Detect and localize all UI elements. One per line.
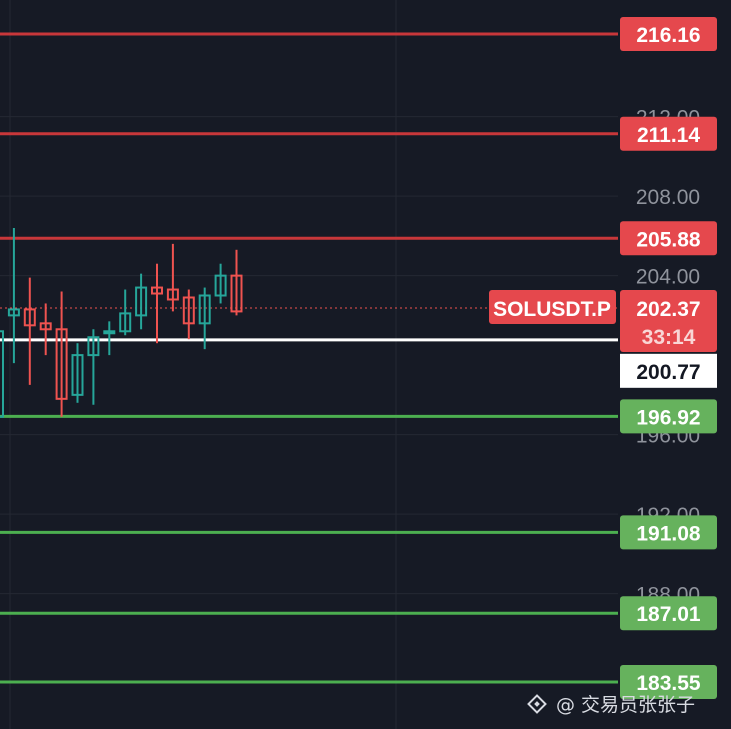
candle-body xyxy=(166,288,179,301)
candle[interactable] xyxy=(135,273,148,330)
watermark: @ 交易员张张子 xyxy=(527,694,695,716)
candle[interactable] xyxy=(230,249,243,316)
support-level-price-tag xyxy=(620,596,717,631)
y-tick-label: 204.00 xyxy=(636,266,700,289)
candle[interactable] xyxy=(71,343,84,403)
candle-body xyxy=(198,294,211,325)
candle[interactable] xyxy=(119,289,132,336)
candle[interactable] xyxy=(39,303,52,356)
resistance-level-price-label: 211.14 xyxy=(637,124,700,147)
reference-price-tag xyxy=(620,353,717,388)
candle[interactable] xyxy=(0,325,4,436)
candle-body xyxy=(0,330,4,418)
candle-body xyxy=(39,322,52,331)
resistance-level-price-label: 216.16 xyxy=(636,24,700,47)
candle[interactable] xyxy=(198,287,211,350)
candle[interactable] xyxy=(151,263,163,344)
support-level-price-label: 183.55 xyxy=(636,672,701,695)
y-tick-label: 208.00 xyxy=(636,186,700,209)
candle[interactable] xyxy=(23,277,36,385)
last-price-tag xyxy=(620,290,717,353)
reference-price-label: 200.77 xyxy=(636,361,700,384)
candle-body xyxy=(230,274,243,313)
support-level-price-label: 191.08 xyxy=(636,522,701,545)
candle-body xyxy=(23,308,36,327)
resistance-level-price-tag xyxy=(620,116,717,151)
last-price-label: 202.37 xyxy=(636,298,700,321)
candle-body xyxy=(87,336,100,357)
countdown-label: 33:14 xyxy=(642,326,696,349)
resistance-level-price-tag xyxy=(620,221,717,256)
candle[interactable] xyxy=(182,289,195,340)
candle-body xyxy=(55,328,68,400)
candle[interactable] xyxy=(166,243,179,312)
candle[interactable] xyxy=(103,321,116,356)
candle-body xyxy=(214,274,227,297)
candle-body xyxy=(182,296,195,325)
candle-body xyxy=(71,354,84,396)
resistance-level-price-label: 205.88 xyxy=(636,228,701,251)
candle[interactable] xyxy=(55,291,68,417)
support-level-price-label: 196.92 xyxy=(636,406,700,429)
candle-body xyxy=(103,330,116,335)
support-level-price-tag xyxy=(620,399,717,434)
candle-body xyxy=(135,286,148,317)
symbol-tag xyxy=(489,290,616,325)
resistance-level-price-tag xyxy=(620,17,717,51)
candle-body xyxy=(151,286,163,295)
candle-body xyxy=(7,308,20,317)
candle[interactable] xyxy=(214,263,227,304)
symbol-label: SOLUSDT.P xyxy=(493,298,611,321)
watermark-text: @ 交易员张张子 xyxy=(556,694,695,716)
candle[interactable] xyxy=(87,329,100,405)
support-level-price-tag xyxy=(620,515,717,550)
candle-body xyxy=(119,312,132,333)
support-level-price-tag xyxy=(620,665,717,699)
binance-logo-icon xyxy=(527,694,547,714)
candle[interactable] xyxy=(7,227,20,364)
support-level-price-label: 187.01 xyxy=(636,603,701,626)
